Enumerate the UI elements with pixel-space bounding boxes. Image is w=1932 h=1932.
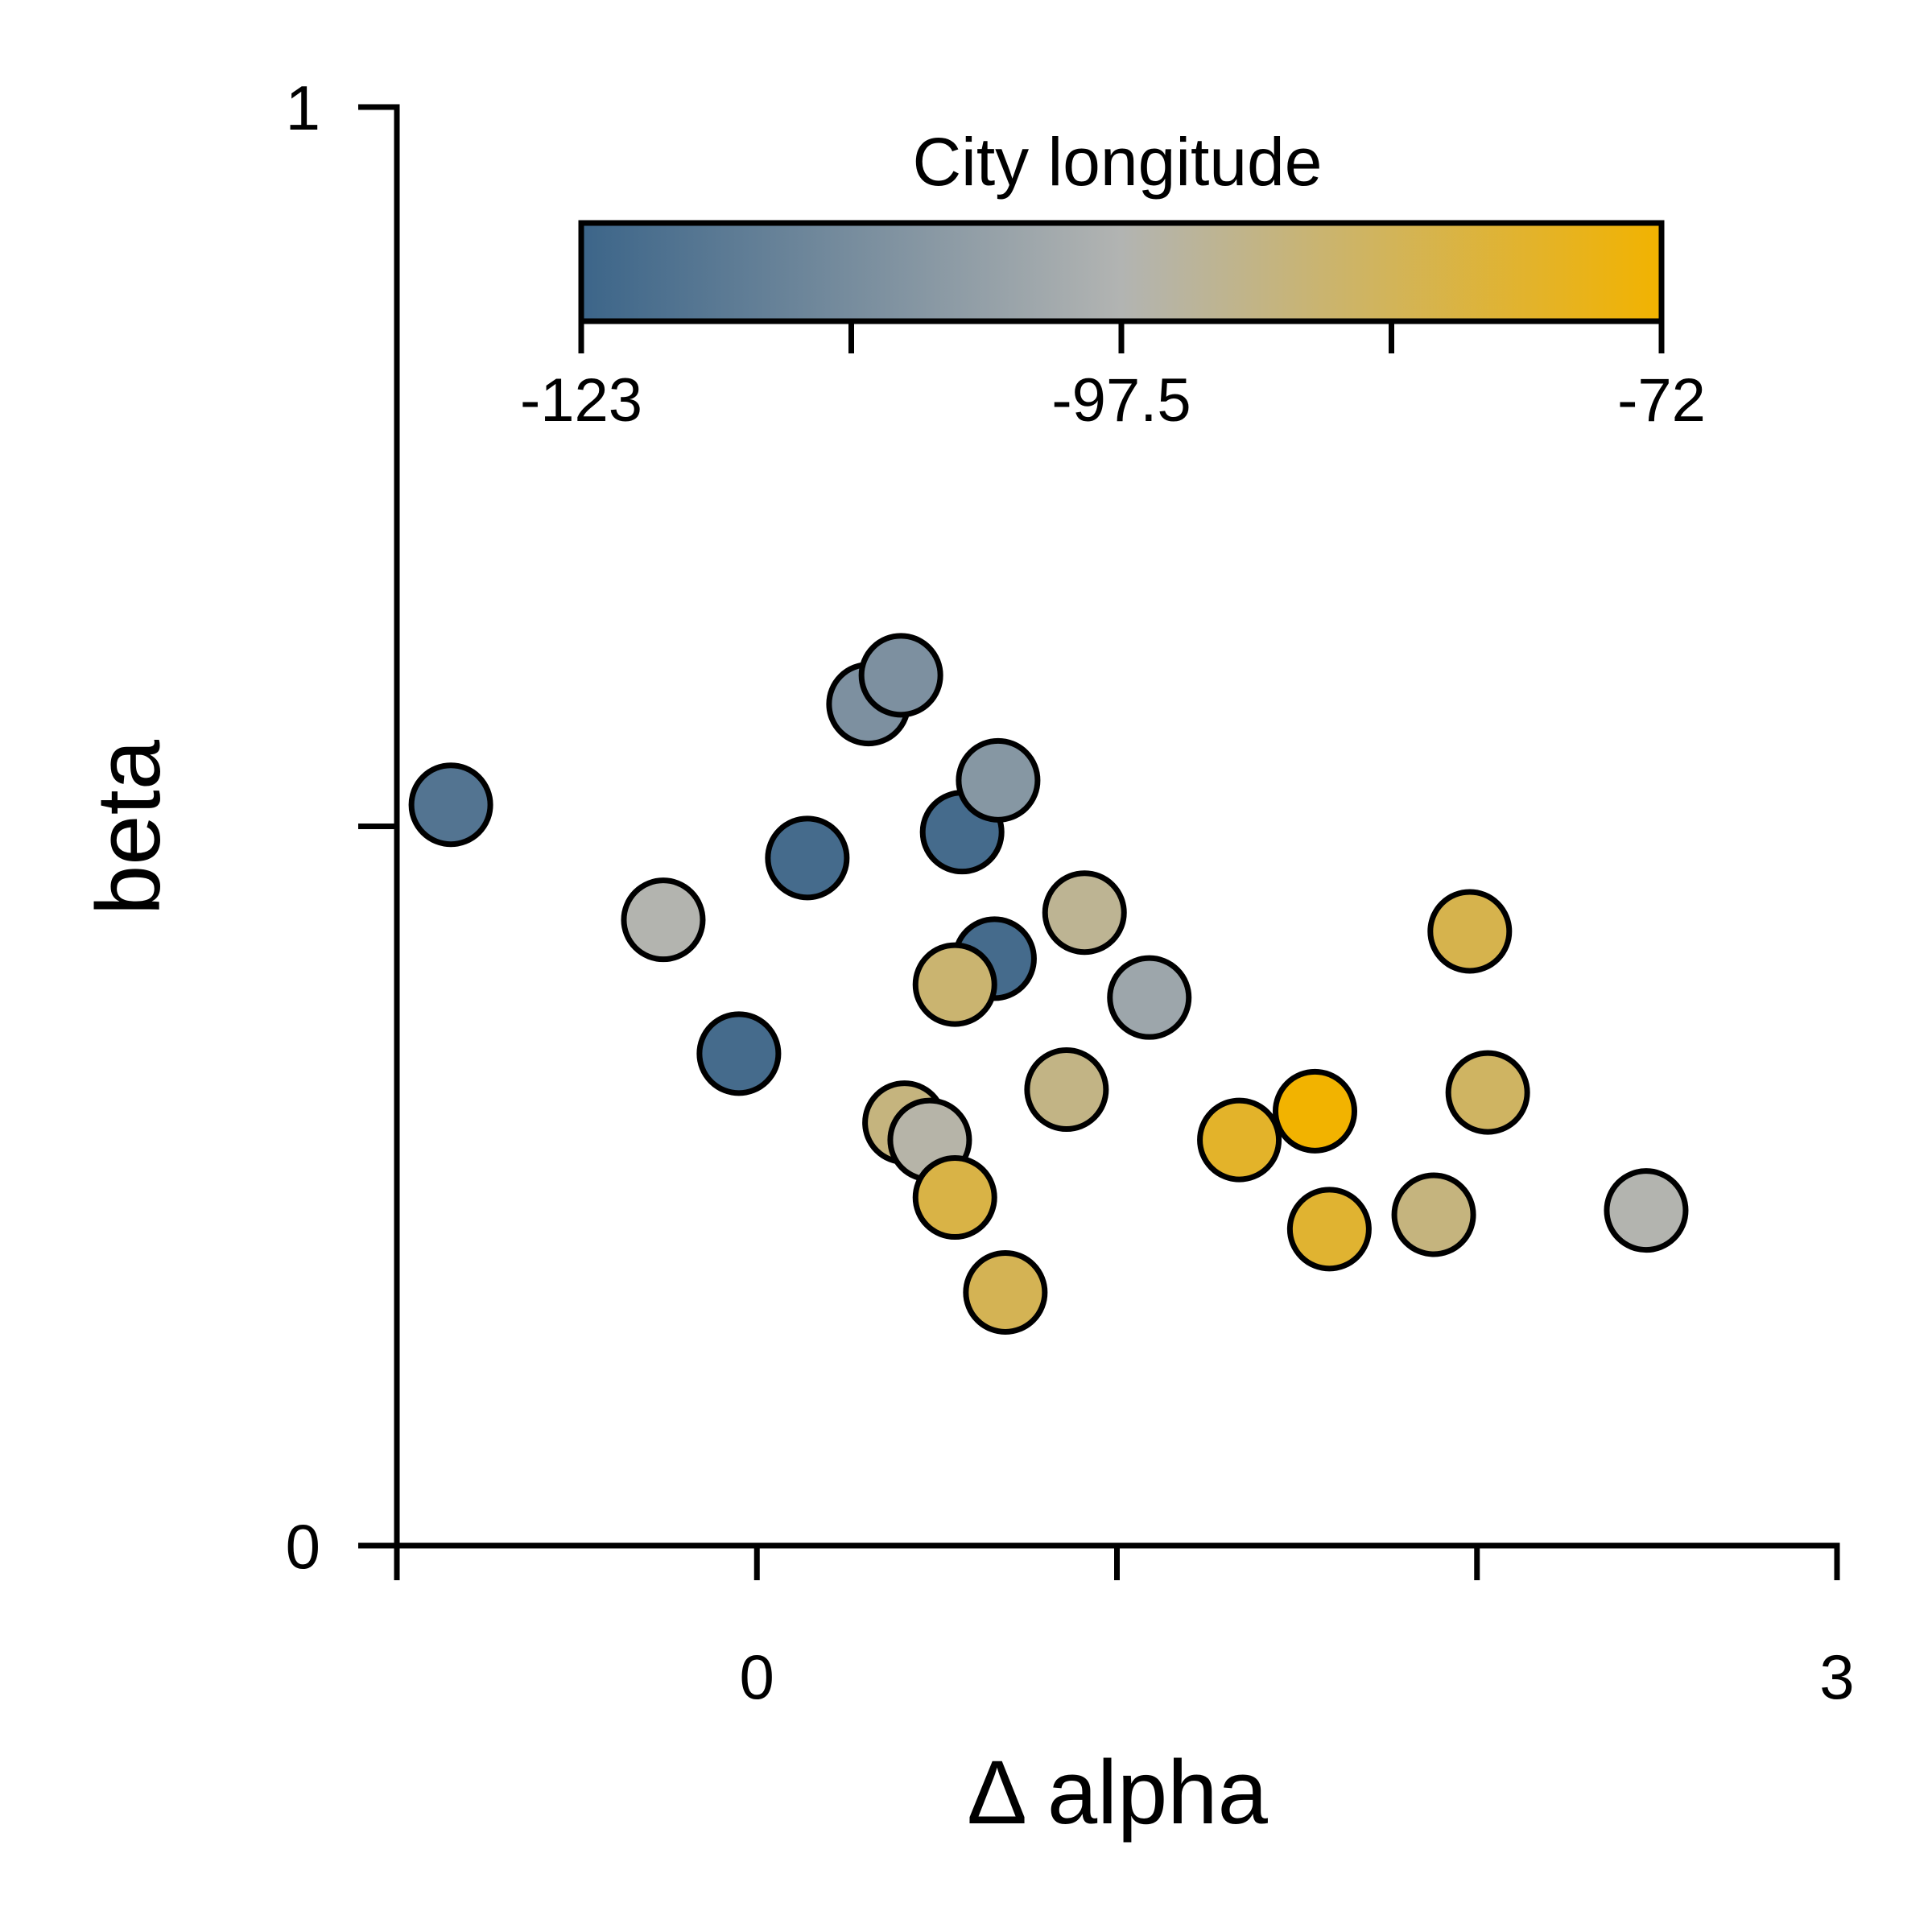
x-tick-label: 0	[740, 1641, 774, 1712]
scatter-point	[912, 1155, 997, 1241]
data-points	[408, 633, 1689, 1335]
y-tick-label: 0	[286, 1511, 320, 1582]
colorbar-gradient	[578, 220, 1665, 324]
y-tick-label: 1	[286, 72, 320, 143]
scatter-point	[765, 815, 850, 901]
scatter-point	[1107, 955, 1192, 1040]
scatter-point	[1604, 1168, 1689, 1253]
y-axis-title: beta	[78, 739, 179, 915]
scatter-point	[1272, 1068, 1357, 1154]
y-axis-ticks: 01	[286, 72, 397, 1582]
scatter-point	[1024, 1047, 1109, 1133]
scatter-point	[1445, 1050, 1530, 1135]
scatter-point	[956, 737, 1041, 823]
scatter-point	[1427, 889, 1513, 974]
colorbar-tick-label: -123	[520, 366, 642, 435]
scatter-point	[858, 633, 943, 718]
scatter-point	[696, 1011, 782, 1096]
scatter-point	[408, 762, 493, 848]
scatter-point	[621, 877, 706, 963]
scatter-point	[963, 1249, 1048, 1335]
scatter-point	[1286, 1187, 1372, 1272]
colorbar-ticks: -123 -97.5 -72	[520, 321, 1706, 435]
x-tick-label: 3	[1819, 1641, 1854, 1712]
x-axis-title: Δ alpha	[967, 1742, 1269, 1843]
colorbar: City longitude -123 -97.5 -72	[520, 124, 1706, 435]
scatter-point	[1042, 870, 1127, 956]
scatter-point	[1197, 1097, 1282, 1183]
colorbar-title: City longitude	[913, 124, 1323, 200]
colorbar-tick-label: -97.5	[1051, 366, 1191, 435]
scatter-point	[1391, 1172, 1476, 1257]
colorbar-tick-label: -72	[1617, 366, 1706, 435]
scatter-point	[912, 942, 997, 1027]
